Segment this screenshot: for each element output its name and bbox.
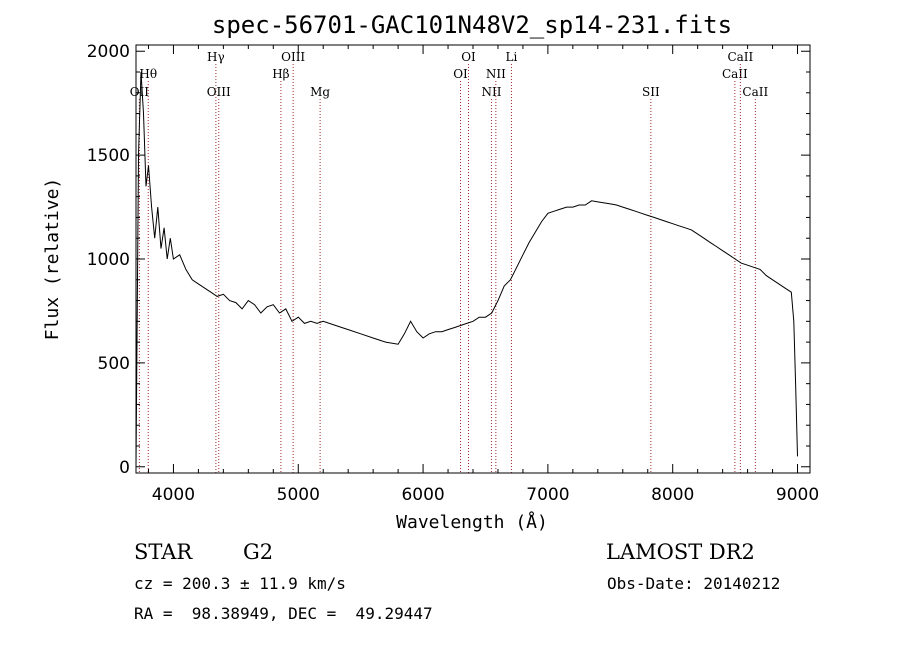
spectral-line-label: OI <box>461 50 476 64</box>
x-tick-label: 6000 <box>401 485 444 505</box>
spectral-line-label: Hγ <box>207 50 225 64</box>
survey-name: LAMOST DR2 <box>606 540 755 564</box>
spectral-line-label: Mg <box>310 85 330 99</box>
y-tick-label: 1000 <box>87 250 130 270</box>
spectral-line-label: CaII <box>742 85 768 99</box>
x-tick-label: 4000 <box>152 485 195 505</box>
x-tick-label: 8000 <box>651 485 694 505</box>
x-axis-label: Wavelength (Å) <box>396 511 548 533</box>
y-axis-label: Flux (relative) <box>42 178 63 341</box>
spectral-line-label: OII <box>130 85 150 99</box>
object-class: STAR <box>134 540 193 564</box>
object-subclass: G2 <box>243 540 274 564</box>
spectral-line-label: SII <box>642 85 660 99</box>
y-tick-label: 1500 <box>87 146 130 166</box>
spectral-line-label: OIII <box>281 50 305 64</box>
spectral-line-label: CaII <box>727 50 753 64</box>
y-tick-label: 2000 <box>87 42 130 62</box>
spectral-line-label: Hβ <box>272 67 289 81</box>
y-tick-label: 500 <box>98 354 130 374</box>
chart-title: spec-56701-GAC101N48V2_sp14-231.fits <box>212 11 732 39</box>
x-tick-label: 9000 <box>776 485 819 505</box>
spectral-line-label: Li <box>506 50 518 64</box>
plot-frame <box>135 44 811 474</box>
spectral-line-label: NII <box>486 67 506 81</box>
spectral-line-label: OI <box>453 67 468 81</box>
flux-series-line <box>135 71 798 466</box>
redshift-text: cz = 200.3 ± 11.9 km/s <box>134 574 346 593</box>
y-tick-label: 0 <box>119 458 130 478</box>
spectral-line-label: CaII <box>722 67 748 81</box>
spectral-line-label: OIII <box>207 85 231 99</box>
coordinates-text: RA = 98.38949, DEC = 49.29447 <box>134 604 433 623</box>
x-tick-label: 7000 <box>526 485 569 505</box>
spectral-line-markers: OIIHθHγOIIIHβOIIIMgOIOINIINIILiSIICaIICa… <box>130 50 768 473</box>
x-axis: 4000 5000 6000 7000 8000 9000 <box>147 45 819 505</box>
y-axis: 0 500 1000 1500 2000 <box>87 42 810 478</box>
spectral-line-label: Hθ <box>139 67 157 81</box>
obs-date-text: Obs-Date: 20140212 <box>607 574 781 593</box>
spectral-line-label: NII <box>481 85 501 99</box>
x-tick-label: 5000 <box>277 485 320 505</box>
